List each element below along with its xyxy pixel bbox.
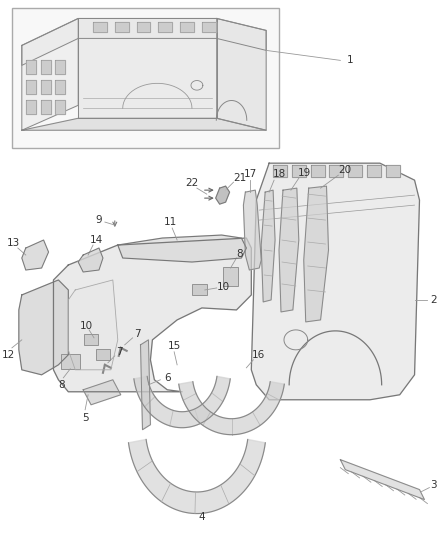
FancyBboxPatch shape [95, 349, 110, 360]
FancyBboxPatch shape [223, 268, 238, 286]
Polygon shape [56, 100, 65, 114]
Text: 11: 11 [163, 217, 177, 227]
Polygon shape [180, 22, 194, 33]
Polygon shape [93, 22, 107, 33]
Text: 18: 18 [272, 169, 286, 179]
Polygon shape [292, 165, 306, 177]
Polygon shape [26, 60, 35, 74]
Polygon shape [217, 19, 266, 130]
Polygon shape [304, 186, 328, 322]
Text: 6: 6 [164, 373, 170, 383]
Polygon shape [41, 80, 50, 94]
Text: 20: 20 [339, 165, 352, 175]
Polygon shape [251, 163, 420, 400]
Polygon shape [244, 190, 261, 270]
Text: 4: 4 [198, 512, 205, 522]
Polygon shape [78, 19, 217, 118]
Text: 3: 3 [430, 480, 437, 490]
Polygon shape [78, 248, 103, 272]
Polygon shape [340, 459, 424, 499]
Text: 8: 8 [58, 380, 65, 390]
Polygon shape [41, 100, 50, 114]
Polygon shape [26, 100, 35, 114]
Text: 10: 10 [217, 282, 230, 292]
Text: 8: 8 [236, 249, 243, 259]
Text: 14: 14 [89, 235, 102, 245]
Text: 5: 5 [82, 413, 88, 423]
Polygon shape [68, 280, 118, 370]
Text: 17: 17 [244, 169, 257, 179]
Polygon shape [41, 60, 50, 74]
Polygon shape [179, 382, 284, 435]
Polygon shape [22, 240, 49, 270]
Polygon shape [22, 19, 78, 130]
Text: 15: 15 [168, 341, 181, 351]
Text: 2: 2 [430, 295, 437, 305]
FancyBboxPatch shape [84, 334, 99, 345]
Text: 22: 22 [185, 178, 198, 188]
Polygon shape [128, 439, 265, 513]
Text: 13: 13 [7, 238, 21, 248]
Polygon shape [53, 238, 251, 392]
Polygon shape [329, 165, 343, 177]
Text: 1: 1 [347, 55, 353, 66]
Polygon shape [367, 165, 381, 177]
Polygon shape [311, 165, 325, 177]
Text: 9: 9 [95, 215, 102, 225]
Polygon shape [56, 80, 65, 94]
Polygon shape [279, 188, 299, 312]
Polygon shape [56, 60, 65, 74]
Polygon shape [19, 280, 68, 375]
Text: 16: 16 [251, 350, 265, 360]
Polygon shape [215, 186, 230, 204]
Polygon shape [261, 190, 275, 302]
Polygon shape [22, 118, 266, 130]
Polygon shape [158, 22, 172, 33]
FancyBboxPatch shape [192, 285, 207, 295]
Polygon shape [134, 376, 230, 427]
Polygon shape [386, 165, 400, 177]
Polygon shape [137, 22, 150, 33]
Polygon shape [348, 165, 362, 177]
Text: 19: 19 [298, 168, 311, 178]
Text: 7: 7 [134, 329, 141, 339]
FancyBboxPatch shape [12, 9, 279, 148]
Polygon shape [273, 165, 287, 177]
FancyBboxPatch shape [61, 354, 80, 369]
Text: 21: 21 [233, 173, 246, 183]
Polygon shape [141, 340, 150, 430]
Polygon shape [118, 235, 247, 262]
Polygon shape [26, 80, 35, 94]
Text: 7: 7 [117, 347, 123, 357]
Text: 12: 12 [1, 350, 14, 360]
Text: 10: 10 [80, 321, 93, 331]
Polygon shape [83, 380, 121, 405]
Polygon shape [22, 19, 266, 66]
Polygon shape [202, 22, 215, 33]
Polygon shape [115, 22, 129, 33]
